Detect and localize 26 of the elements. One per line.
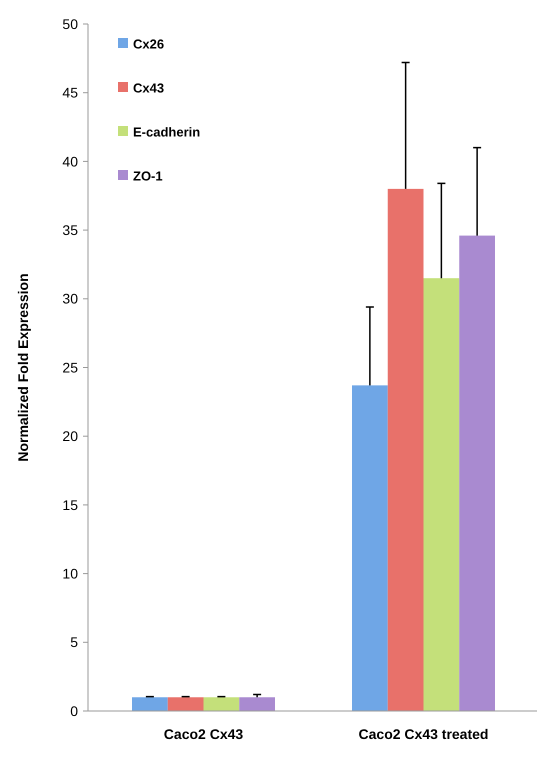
y-axis-title: Normalized Fold Expression — [15, 273, 31, 462]
x-tick-label: Caco2 Cx43 — [164, 726, 244, 742]
y-tick-label: 20 — [62, 428, 78, 444]
bar — [352, 385, 388, 711]
bar — [204, 697, 240, 711]
y-tick-label: 45 — [62, 84, 78, 101]
bar — [168, 697, 204, 711]
bar — [132, 697, 168, 711]
y-tick-label: 5 — [70, 634, 78, 650]
bar — [388, 188, 424, 711]
y-tick-label: 0 — [70, 702, 78, 719]
y-tick-label: 10 — [62, 566, 78, 582]
y-tick-label: 35 — [62, 222, 78, 238]
legend-label: Cx43 — [133, 80, 164, 96]
y-tick-label: 50 — [62, 16, 78, 32]
legend-label: ZO-1 — [133, 168, 163, 184]
y-tick-label: 15 — [62, 496, 78, 513]
legend-label: E-cadherin — [133, 124, 200, 140]
bar — [239, 697, 275, 711]
bar — [424, 278, 460, 711]
legend-label: Cx26 — [133, 36, 164, 52]
y-tick-label: 30 — [62, 290, 78, 307]
y-tick-label: 40 — [62, 153, 78, 170]
x-tick-label: Caco2 Cx43 treated — [358, 726, 488, 742]
y-tick-label: 25 — [62, 359, 78, 376]
bar — [459, 236, 495, 711]
